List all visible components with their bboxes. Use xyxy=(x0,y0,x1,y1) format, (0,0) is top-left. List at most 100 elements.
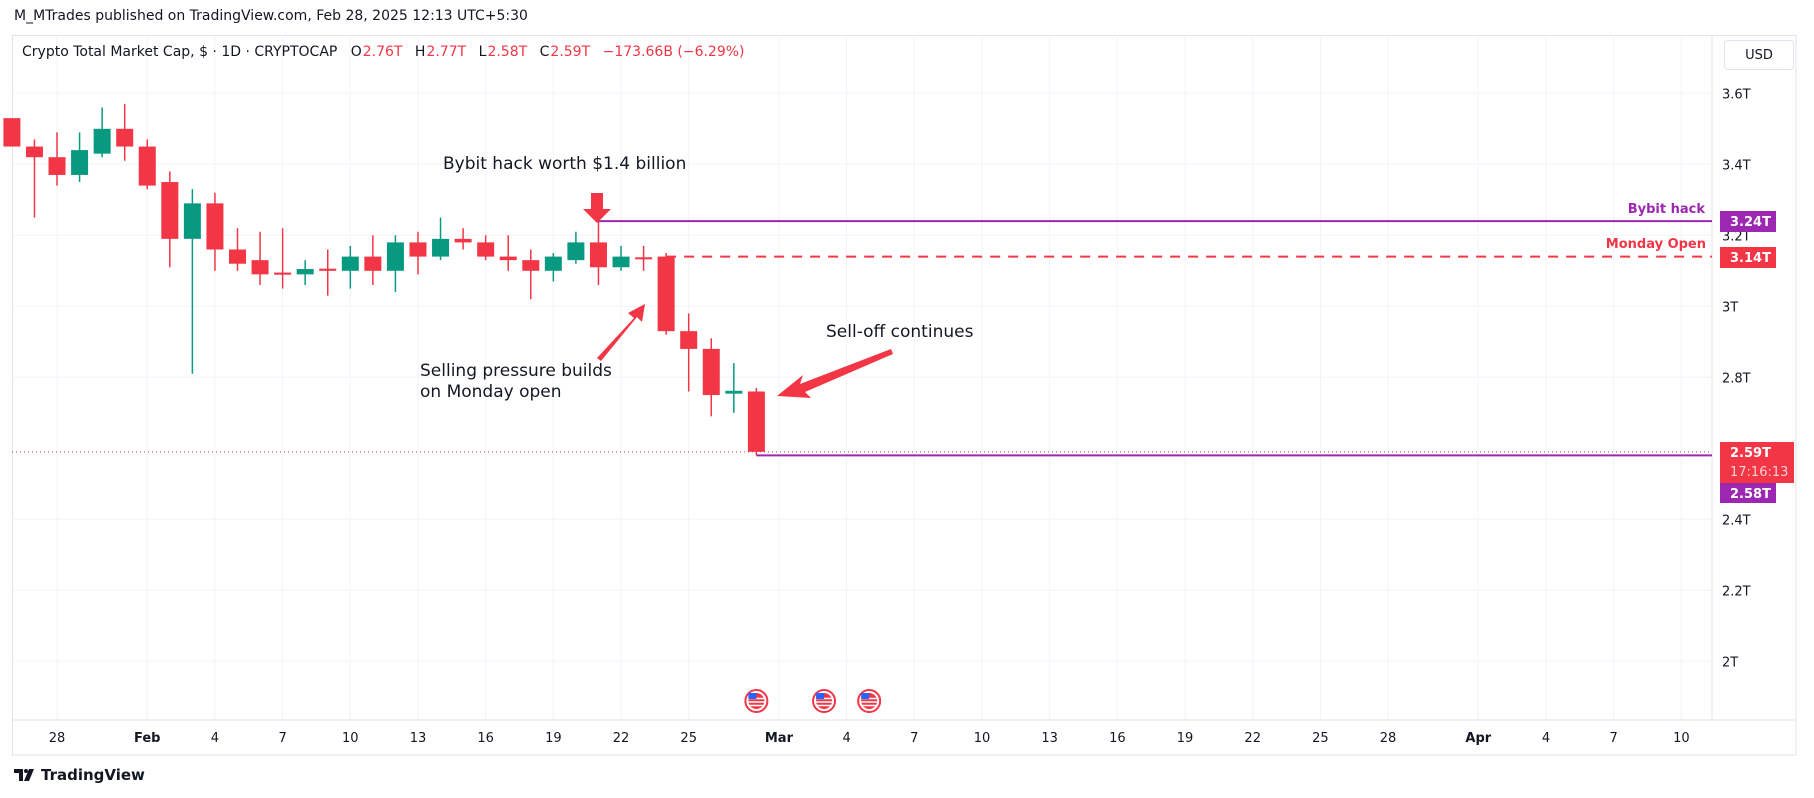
tradingview-logo[interactable]: TradingView xyxy=(14,766,145,784)
candle-body xyxy=(3,118,21,147)
candle[interactable] xyxy=(477,235,495,261)
candle-body xyxy=(319,268,337,271)
low-key: L xyxy=(478,44,487,60)
grid xyxy=(12,35,1712,720)
candle-body xyxy=(702,348,720,396)
candle-body xyxy=(589,242,607,268)
candle[interactable] xyxy=(93,107,111,158)
candle[interactable] xyxy=(183,189,201,374)
candle[interactable] xyxy=(161,171,179,268)
bybit-hack-annotation[interactable]: Bybit hack worth $1.4 billion xyxy=(443,154,686,174)
close-value: 2.59T xyxy=(550,44,591,60)
price-tick-label: 2.2T xyxy=(1722,584,1751,599)
candle-body xyxy=(725,390,743,394)
horizontal-lines xyxy=(12,220,1712,457)
candles xyxy=(3,103,765,456)
candle-body xyxy=(409,242,427,257)
candle[interactable] xyxy=(747,387,765,456)
candle-body xyxy=(657,256,675,332)
selling-pressure-annotation-line2[interactable]: on Monday open xyxy=(420,382,562,402)
candle-body xyxy=(296,269,314,275)
candle[interactable] xyxy=(454,228,472,250)
candle-body xyxy=(747,391,765,452)
time-tick-label: 16 xyxy=(477,731,494,746)
low-value: 2.58T xyxy=(487,44,528,60)
candle[interactable] xyxy=(680,313,698,392)
arrow-up-right-icon[interactable] xyxy=(597,304,645,361)
time-tick-label: 19 xyxy=(1177,731,1194,746)
price-tick-label: 3T xyxy=(1722,300,1738,315)
time-tick-label: 19 xyxy=(545,731,562,746)
us-flag-event-icon[interactable] xyxy=(812,689,837,713)
candle[interactable] xyxy=(589,221,607,285)
candle[interactable] xyxy=(432,217,450,261)
chart-frame xyxy=(12,35,1797,756)
candle[interactable] xyxy=(612,245,630,271)
time-tick-label: 22 xyxy=(1244,731,1261,746)
candle[interactable] xyxy=(409,231,427,275)
time-tick-label: 25 xyxy=(680,731,697,746)
svg-text:3.14T: 3.14T xyxy=(1730,251,1771,266)
time-tick-label: 10 xyxy=(1673,731,1690,746)
monday-open-line-label: Monday Open xyxy=(1606,237,1706,252)
candle[interactable] xyxy=(296,260,314,285)
candle[interactable] xyxy=(725,363,743,413)
candle-body xyxy=(206,203,224,250)
candle[interactable] xyxy=(702,338,720,417)
us-flag-event-icon[interactable] xyxy=(857,689,882,713)
candle-body xyxy=(229,249,246,264)
candle[interactable] xyxy=(251,231,269,285)
candle[interactable] xyxy=(274,228,292,289)
currency-button[interactable]: USD xyxy=(1724,40,1794,70)
candle-body xyxy=(71,150,89,175)
open-key: O xyxy=(350,44,362,60)
candle[interactable] xyxy=(48,132,66,186)
symbol-legend[interactable]: Crypto Total Market Cap, $ · 1D · CRYPTO… xyxy=(22,44,753,60)
candle[interactable] xyxy=(499,235,517,271)
time-tick-label: 25 xyxy=(1312,731,1329,746)
high-value: 2.77T xyxy=(426,44,467,60)
bybit-price-label: 3.24T xyxy=(1720,211,1776,232)
price-tick-label: 3.6T xyxy=(1722,87,1751,102)
candle[interactable] xyxy=(206,192,224,271)
candle-body xyxy=(341,256,359,271)
symbol-name[interactable]: Crypto Total Market Cap, $ · 1D · CRYPTO… xyxy=(22,44,338,60)
us-flag-event-icon[interactable] xyxy=(744,689,769,713)
svg-text:2.59T: 2.59T xyxy=(1730,446,1771,461)
candle[interactable] xyxy=(364,235,382,285)
change-value: −173.66B (−6.29%) xyxy=(602,44,745,60)
candle[interactable] xyxy=(25,139,43,218)
time-tick-label: 10 xyxy=(974,731,991,746)
candle[interactable] xyxy=(138,139,156,190)
publisher-caption: M_MTrades published on TradingView.com, … xyxy=(14,8,528,24)
candle[interactable] xyxy=(116,103,134,161)
time-axis: 28 Feb 4 7 10 13 16 19 22 25 Mar 4 7 10 13 16 19 22 25 28 Ap… xyxy=(49,731,1690,746)
selling-pressure-annotation-line1[interactable]: Selling pressure builds xyxy=(420,361,612,381)
price-tick-label: 2.8T xyxy=(1722,371,1751,386)
candle[interactable] xyxy=(544,253,562,282)
time-tick-label: 13 xyxy=(410,731,427,746)
candle[interactable] xyxy=(386,235,404,293)
candle[interactable] xyxy=(229,228,246,271)
down-arrow-icon[interactable] xyxy=(583,193,611,223)
price-axis: 3.6T 3.4T 3.2T 3T 2.8T 2.4T 2.2T 2T xyxy=(1722,87,1751,670)
candle[interactable] xyxy=(3,118,21,147)
arrow-down-left-icon[interactable] xyxy=(777,349,893,398)
price-tick-label: 2T xyxy=(1722,655,1738,670)
candle[interactable] xyxy=(522,249,540,300)
candle-body xyxy=(138,146,156,186)
candle[interactable] xyxy=(341,245,359,289)
selloff-annotation[interactable]: Sell-off continues xyxy=(826,322,974,342)
candle[interactable] xyxy=(319,249,337,296)
open-value: 2.76T xyxy=(362,44,403,60)
candle[interactable] xyxy=(635,245,653,271)
time-tick-label: 7 xyxy=(910,731,918,746)
candle[interactable] xyxy=(71,132,89,183)
svg-text:2.58T: 2.58T xyxy=(1730,487,1771,502)
candle-body xyxy=(635,257,653,260)
candle-body xyxy=(93,128,111,154)
candle[interactable] xyxy=(657,253,675,335)
candle[interactable] xyxy=(567,231,585,264)
price-tick-label: 2.4T xyxy=(1722,513,1751,528)
